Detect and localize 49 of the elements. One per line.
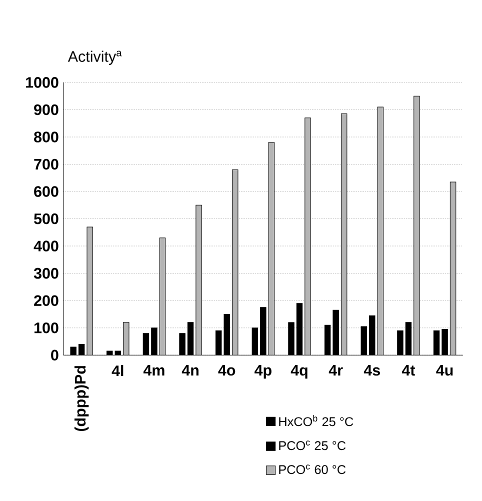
y-tick-label: 800 bbox=[34, 132, 58, 142]
y-tick-label: 900 bbox=[34, 104, 58, 116]
x-tick-label: 4r bbox=[328, 365, 343, 376]
x-tick-label: 4n bbox=[182, 365, 198, 376]
x-tick-label: 4m bbox=[143, 365, 164, 376]
y-tick-label: 200 bbox=[34, 295, 58, 306]
bar bbox=[450, 182, 456, 356]
bar bbox=[86, 226, 93, 356]
y-tick-label: 500 bbox=[34, 213, 58, 224]
bar bbox=[252, 328, 258, 356]
x-tick-label: 4u bbox=[436, 365, 453, 376]
bar bbox=[187, 322, 194, 356]
bar bbox=[414, 96, 420, 356]
bar bbox=[433, 330, 440, 356]
x-tick-label: 4t bbox=[402, 365, 416, 376]
bar bbox=[304, 118, 311, 356]
x-tick-label: 4o bbox=[218, 365, 236, 376]
bar bbox=[397, 330, 404, 356]
bar bbox=[288, 322, 294, 356]
bar bbox=[296, 303, 303, 356]
bar bbox=[340, 114, 348, 356]
y-tick-label: 0 bbox=[51, 350, 58, 361]
y-axis-title: Activity$^{a}$ bbox=[68, 50, 122, 65]
bar bbox=[123, 322, 130, 356]
legend-label: PCO$^{c}$ 60 °C bbox=[279, 464, 346, 474]
bar bbox=[442, 328, 448, 356]
x-tick-label: 4q bbox=[290, 365, 308, 379]
legend-label: HxCO$^{b}$ 25 °C bbox=[279, 415, 354, 426]
bar bbox=[196, 204, 202, 356]
bar bbox=[151, 328, 158, 356]
bar bbox=[360, 326, 368, 356]
y-tick-label: 700 bbox=[34, 158, 58, 170]
y-tick-label: 600 bbox=[34, 186, 58, 197]
x-tick-label: 4l bbox=[112, 365, 124, 376]
x-tick-label: 4p bbox=[254, 365, 272, 379]
x-tick-label: 4s bbox=[364, 365, 380, 376]
bar bbox=[405, 322, 412, 356]
bar bbox=[232, 169, 238, 356]
y-tick-label: 1000 bbox=[26, 77, 58, 88]
y-tick-label: 100 bbox=[34, 322, 58, 334]
bar bbox=[159, 238, 166, 356]
bar bbox=[142, 333, 150, 356]
bar bbox=[179, 333, 186, 356]
bar bbox=[78, 344, 85, 356]
y-tick-label: 300 bbox=[34, 268, 58, 279]
legend-label: PCO$^{c}$ 25 °C bbox=[279, 440, 346, 450]
y-tick-label: 400 bbox=[34, 240, 58, 252]
x-tick-label: (dppp)Pd bbox=[74, 366, 89, 432]
bar bbox=[70, 346, 76, 356]
